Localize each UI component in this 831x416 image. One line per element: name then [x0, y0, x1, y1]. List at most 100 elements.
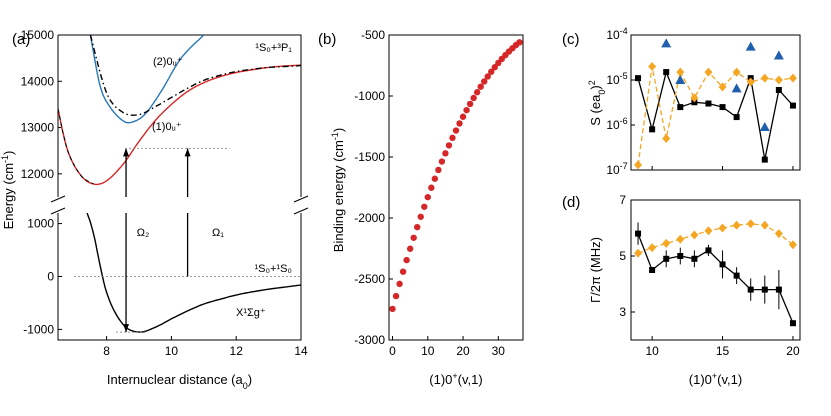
data-point-blue: [759, 122, 770, 132]
data-point: [452, 127, 460, 134]
y-tick-label: -1500: [354, 150, 385, 164]
x-tick-label: 8: [103, 344, 110, 358]
y-tick-label: -1000: [354, 89, 385, 103]
y-tick-label: 10-6: [606, 116, 627, 132]
x-tick-label: 15: [716, 344, 730, 358]
y-tick-label: -1000: [23, 322, 54, 336]
panel-a: 8 10 12 14 12000 13000 14000 15000 -1000 0 1000 ¹S₀…: [0, 28, 309, 391]
data-point-orange: [676, 67, 685, 77]
data-point: [491, 64, 498, 71]
x-tick-label: 10: [645, 344, 659, 358]
data-point-orange: [704, 67, 713, 77]
data-point-orange: [704, 226, 713, 236]
data-point-black: [719, 104, 726, 111]
x-axis-label: (1)0+(v,1): [689, 371, 742, 387]
x-tick-label: 10: [421, 344, 435, 358]
data-point: [392, 292, 400, 300]
data-point-black: [677, 253, 684, 259]
y-axis-label: Binding energy (cm-1): [330, 128, 346, 252]
annotation-excited-asymptote: ¹S₀+³P₁: [255, 42, 292, 54]
arrow-omega1-head-top: [184, 148, 191, 157]
data-point-black: [733, 272, 740, 279]
data-point: [410, 234, 417, 241]
data-point-black: [705, 247, 712, 254]
y-tick-label: 7: [619, 193, 626, 207]
data-point-black: [747, 286, 754, 293]
data-point-black: [761, 286, 768, 293]
data-point-orange: [746, 77, 755, 87]
panel-label: (d): [562, 194, 580, 211]
data-point: [396, 280, 403, 288]
y-tick-label: 14000: [21, 74, 55, 88]
series-1-dashed-overlay: [58, 108, 94, 185]
y-tick-label: -3000: [354, 333, 385, 347]
data-point-orange: [788, 240, 797, 250]
x-tick-label: 20: [456, 344, 470, 358]
y-tick-label: 5: [619, 249, 626, 263]
panel-label: (c): [562, 31, 580, 48]
series-dash-dot: [89, 35, 301, 116]
y-tick-label: 10-5: [606, 71, 627, 87]
data-point: [421, 203, 428, 210]
data-point-blue: [675, 75, 686, 84]
data-point-orange: [676, 234, 685, 244]
y-tick-label: 12000: [21, 167, 55, 181]
axes-frame: [388, 34, 524, 341]
annotation-curve-1: (1)0ᵤ⁺: [152, 121, 182, 133]
series-line-black: [637, 69, 794, 160]
x-tick-label: 10: [165, 344, 179, 358]
data-point-black: [789, 320, 796, 327]
y-tick-label: 10-4: [606, 26, 627, 42]
data-point: [477, 83, 484, 90]
data-point-orange: [788, 73, 797, 83]
data-point: [445, 142, 453, 149]
upper-curves: [58, 35, 301, 186]
axis-break-mark: [293, 195, 309, 215]
y-tick-label: 15000: [21, 28, 55, 42]
y-tick-label: 1000: [27, 217, 54, 231]
x-tick-label: 30: [492, 344, 506, 358]
data-point-blue: [731, 83, 742, 93]
axis-break-gap: [50, 198, 66, 212]
x-tick-label: 0: [389, 344, 396, 358]
data-point-orange: [648, 243, 657, 253]
axis-break-mark: [50, 195, 66, 215]
data-point-orange: [662, 238, 671, 248]
data-point: [403, 256, 410, 264]
data-point-orange: [634, 248, 643, 258]
data-point-black: [789, 102, 796, 109]
data-point-black: [705, 100, 712, 107]
axis-break-gap: [293, 198, 309, 212]
data-point-black: [775, 86, 782, 93]
y-tick-label: 10-7: [606, 161, 627, 177]
data-point-orange: [760, 73, 769, 83]
data-point-blue: [773, 50, 784, 60]
annotation-omega2: Ω₂: [137, 227, 150, 239]
series-line-black: [637, 233, 794, 324]
data-point-orange: [746, 219, 755, 229]
data-point: [459, 113, 467, 120]
data-point: [435, 166, 442, 174]
data-point: [449, 134, 456, 142]
y-tick-label: 3: [619, 305, 626, 319]
panel-c: 10-7 10-6 10-5 10-4 (c) S (ea0)2: [562, 26, 801, 177]
data-point-black: [691, 255, 698, 262]
data-point-orange: [774, 75, 783, 85]
series-ground-state: [86, 213, 301, 333]
annotation-omega1: Ω₁: [212, 227, 224, 239]
data-point: [442, 150, 449, 157]
y-tick-label: 13000: [21, 121, 55, 135]
data-point: [484, 73, 491, 80]
panel-b: 0 10 20 30 -3000 -2500 -2000 -1500 -1000 -500 (b) (…: [318, 28, 524, 387]
data-point: [431, 175, 439, 182]
data-point: [414, 223, 421, 231]
data-point-black: [635, 75, 642, 82]
data-point: [473, 89, 481, 96]
data-point-orange: [760, 220, 769, 230]
data-point-black: [663, 255, 670, 262]
data-point-orange: [732, 67, 741, 77]
data-point-black: [677, 104, 684, 111]
data-point: [424, 193, 431, 201]
data-point-orange: [690, 230, 699, 240]
y-tick-label: -500: [361, 28, 385, 42]
